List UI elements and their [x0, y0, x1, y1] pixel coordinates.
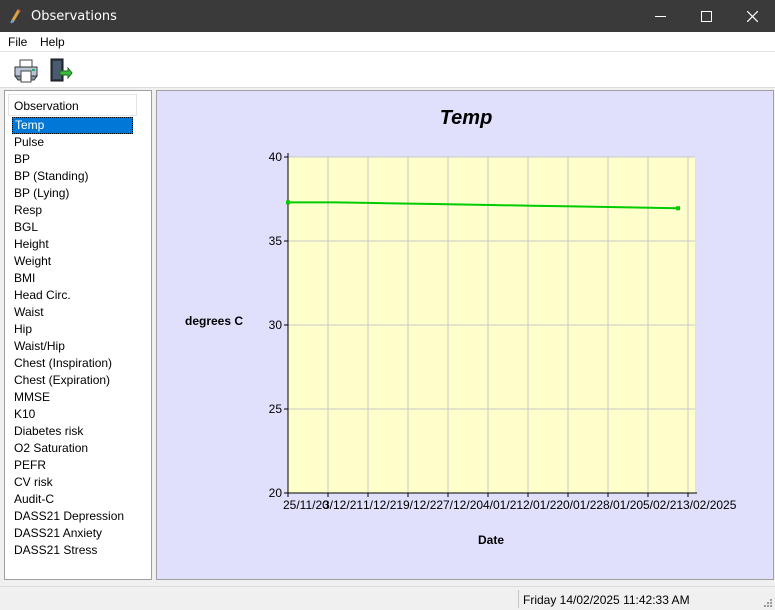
list-item[interactable]: K10	[14, 407, 36, 421]
printer-icon	[14, 59, 38, 83]
print-button[interactable]	[12, 57, 40, 83]
close-icon	[746, 10, 758, 22]
status-datetime: Friday 14/02/2025 11:42:33 AM	[523, 593, 690, 607]
menu-help[interactable]: Help	[40, 35, 65, 49]
exit-door-icon	[50, 58, 73, 82]
x-tick-label: 1/12/21	[363, 498, 403, 512]
resize-grip-icon[interactable]	[763, 598, 773, 608]
x-tick-label: 25/11/20	[283, 498, 329, 512]
temp-chart: 20 25 30 35 40 25/11/203/12/21 1/12/21 9/12/22 7…	[185, 107, 737, 547]
y-axis-label: degrees C	[185, 314, 243, 328]
observation-list[interactable]: Temp Pulse BP BP (Standing) BP (Lying) Resp BG…	[12, 117, 133, 559]
list-item[interactable]: BP (Lying)	[14, 186, 70, 200]
list-item[interactable]: BGL	[14, 220, 39, 234]
y-tick-label: 35	[269, 234, 283, 248]
status-bar: Friday 14/02/2025 11:42:33 AM	[0, 586, 775, 610]
list-item[interactable]: Pulse	[14, 135, 45, 149]
list-item[interactable]: Waist	[14, 305, 44, 319]
list-item[interactable]: Waist/Hip	[14, 339, 65, 353]
list-item[interactable]: DASS21 Depression	[14, 509, 125, 523]
list-item[interactable]: Chest (Inspiration)	[14, 356, 113, 370]
list-item[interactable]: Diabetes risk	[14, 424, 84, 438]
x-tick-label: 7/12/20	[443, 498, 483, 512]
list-item[interactable]: BMI	[14, 271, 36, 285]
x-tick-label: 5/02/21	[643, 498, 683, 512]
list-item[interactable]: Resp	[14, 203, 43, 217]
maximize-button[interactable]	[683, 0, 729, 32]
exit-button[interactable]	[46, 57, 74, 83]
y-tick-label: 40	[269, 150, 283, 164]
list-item[interactable]: Weight	[14, 254, 52, 268]
window-title: Observations	[31, 9, 117, 24]
x-axis-label: Date	[478, 533, 504, 547]
list-item[interactable]: BP (Standing)	[14, 169, 89, 183]
chart-panel: 20 25 30 35 40 25/11/20 3/12/21 1/12/21 9/12/22 7…	[156, 90, 774, 580]
x-tick-label: 8/01/20	[603, 498, 643, 512]
status-separator	[518, 590, 519, 608]
menu-bar: File Help	[0, 32, 775, 52]
list-item[interactable]: O2 Saturation	[14, 441, 89, 455]
series-point	[676, 206, 680, 211]
chart-title: Temp	[440, 107, 493, 129]
list-item[interactable]: Height	[14, 237, 49, 251]
list-item[interactable]: BP	[14, 152, 31, 166]
x-tick-label: 4/01/21	[483, 498, 523, 512]
list-item[interactable]: Temp	[12, 117, 133, 134]
list-item[interactable]: Audit-C	[14, 492, 55, 506]
x-tick-label: 0/01/22	[563, 498, 603, 512]
series-line-temp	[288, 201, 679, 210]
observation-list-panel: Observation Temp Pulse BP BP (Standing) BP (…	[4, 90, 152, 580]
minimize-icon	[654, 15, 666, 17]
list-item[interactable]: Chest (Expiration)	[14, 373, 111, 387]
x-tick-label: 9/12/22	[403, 498, 443, 512]
series-point	[286, 200, 290, 205]
x-tick-label: 3/02/2025	[683, 498, 737, 512]
close-button[interactable]	[729, 0, 775, 32]
y-tick-label: 30	[269, 318, 283, 332]
y-tick-label: 20	[269, 486, 283, 500]
y-tick-label: 25	[269, 402, 283, 416]
toolbar	[0, 52, 775, 88]
list-item[interactable]: DASS21 Anxiety	[14, 526, 103, 540]
list-item[interactable]: PEFR	[14, 458, 47, 472]
app-icon	[10, 9, 21, 24]
list-item[interactable]: DASS21 Stress	[14, 543, 98, 557]
minimize-button[interactable]	[637, 0, 683, 32]
list-item[interactable]: MMSE	[14, 390, 50, 404]
x-tick-label: 2/01/22	[523, 498, 563, 512]
title-bar: Observations	[0, 0, 775, 32]
list-item[interactable]: Hip	[14, 322, 33, 336]
menu-file[interactable]: File	[8, 35, 28, 49]
list-item[interactable]: CV risk	[14, 475, 53, 489]
list-header: Observation	[8, 94, 137, 116]
x-tick-label: 3/12/21	[323, 498, 363, 512]
maximize-icon	[700, 10, 712, 22]
list-item[interactable]: Head Circ.	[14, 288, 71, 302]
